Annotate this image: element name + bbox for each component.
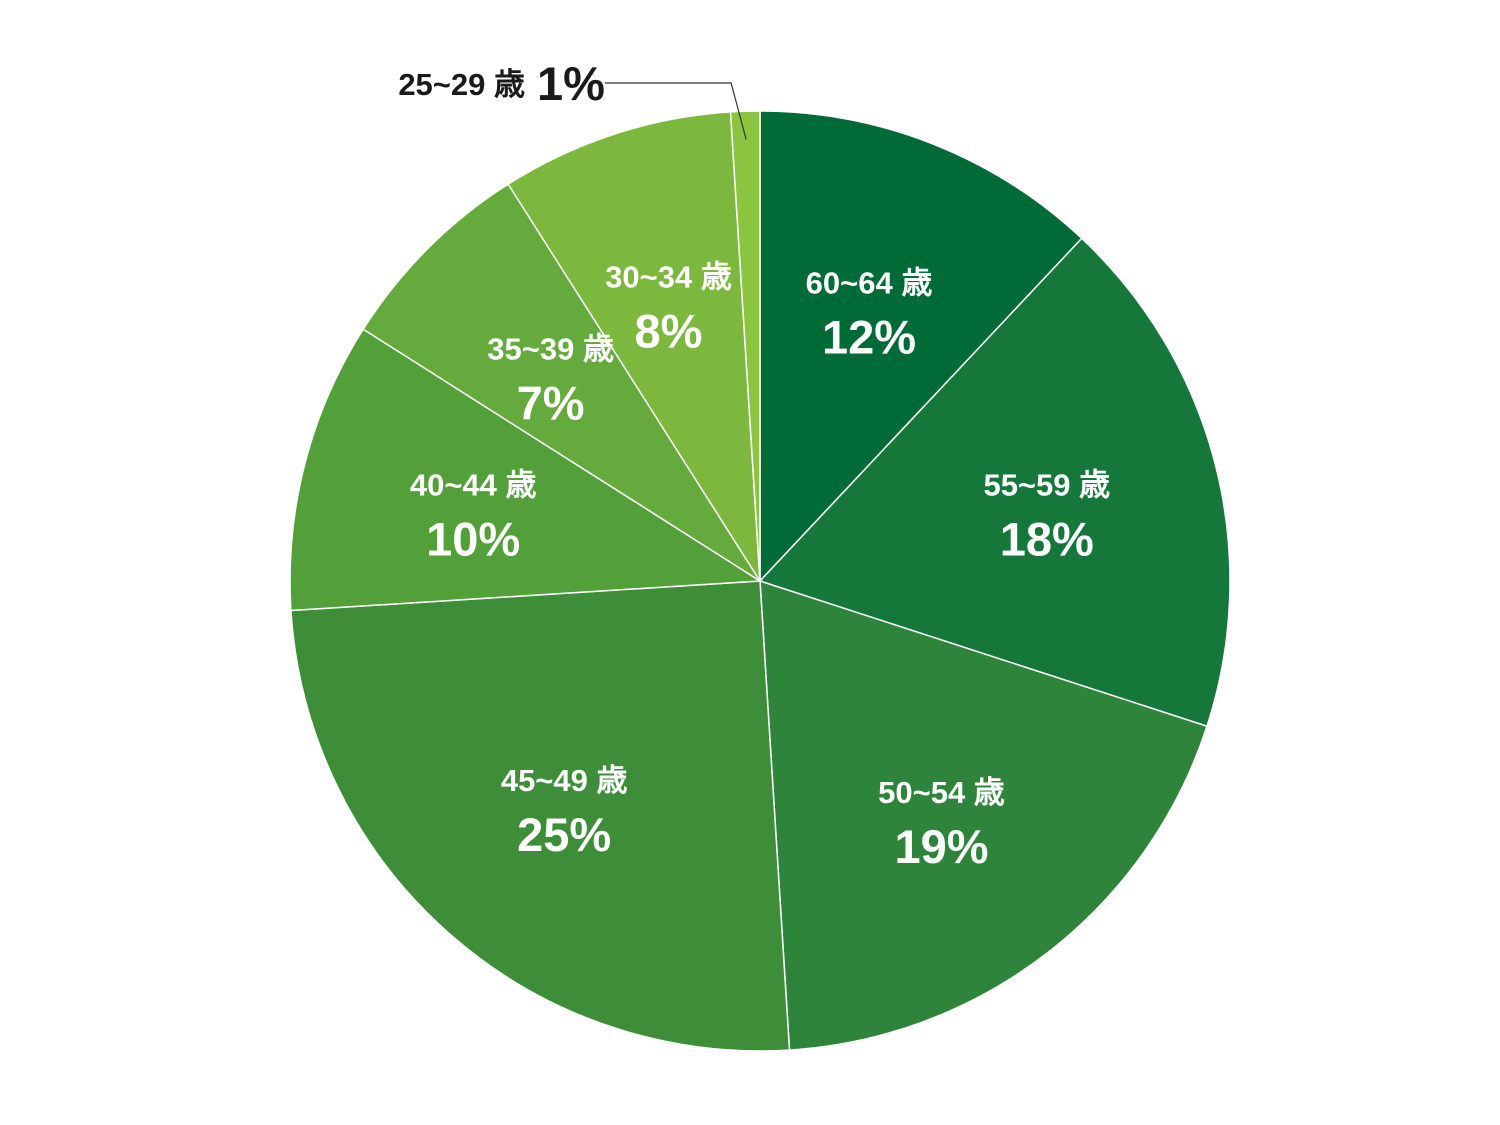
- slice-label-45-49: 45~49 歳: [501, 763, 628, 798]
- slice-percent-55-59: 18%: [1000, 512, 1094, 565]
- pie-slice-30-34: [507, 111, 761, 582]
- slice-label-35-39: 35~39 歳: [487, 332, 614, 367]
- leader-line-25-29: [605, 82, 747, 140]
- pie-slice-55-59: [758, 237, 1231, 728]
- slice-percent-50-54: 19%: [894, 820, 988, 873]
- slice-percent-40-44: 10%: [426, 512, 520, 565]
- slice-label-50-54: 50~54 歳: [878, 775, 1005, 810]
- slice-percent-30-34: 8%: [635, 304, 703, 357]
- labels-layer: 60~64 歳 12% 55~59 歳 18% 50~54 歳 19% 45~49 歳 25%…: [398, 57, 1110, 873]
- slice-label-25-29: 25~29 歳: [398, 67, 525, 102]
- slice-label-40-44: 40~44 歳: [410, 467, 537, 502]
- slices-layer: [289, 110, 1231, 1052]
- pie-slice-45-49: [290, 580, 791, 1052]
- slice-label-30-34: 30~34 歳: [605, 259, 732, 294]
- slice-label-55-59: 55~59 歳: [983, 467, 1110, 502]
- pie-slice-40-44: [289, 328, 763, 612]
- pie-slice-25-29: [729, 110, 761, 582]
- pie-slice-35-39: [362, 183, 761, 582]
- slice-percent-60-64: 12%: [822, 311, 916, 364]
- slice-label-60-64: 60~64 歳: [806, 266, 933, 301]
- pie-slice-50-54: [759, 579, 1208, 1051]
- slice-percent-45-49: 25%: [517, 808, 611, 861]
- slice-percent-25-29: 1%: [537, 57, 605, 110]
- slice-percent-35-39: 7%: [517, 377, 585, 430]
- pie-slice-60-64: [759, 110, 1083, 583]
